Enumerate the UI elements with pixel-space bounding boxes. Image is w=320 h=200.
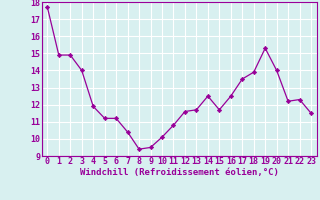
X-axis label: Windchill (Refroidissement éolien,°C): Windchill (Refroidissement éolien,°C) — [80, 168, 279, 177]
